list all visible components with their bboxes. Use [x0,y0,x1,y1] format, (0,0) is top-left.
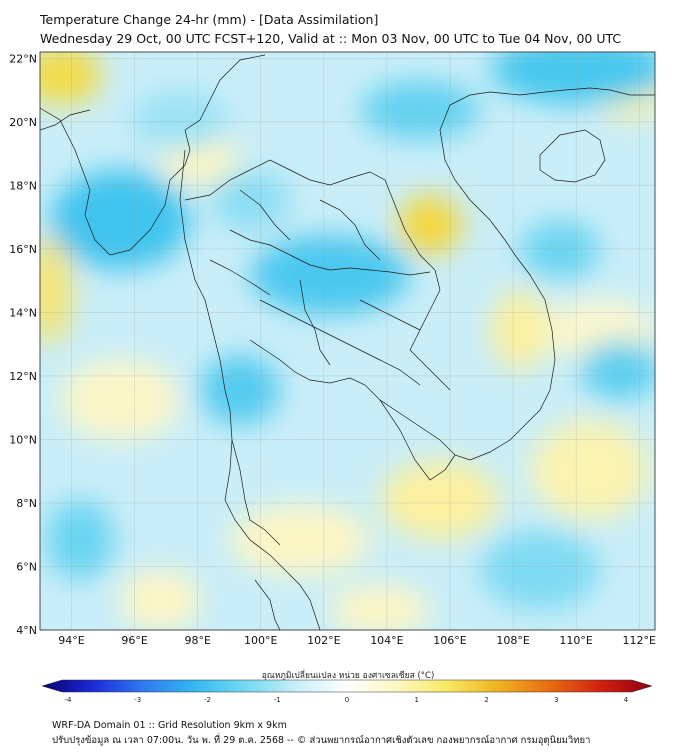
longitude-axis: 94°E 96°E 98°E 100°E 102°E 104°E 106°E 108°E 110… [58,634,656,647]
lat-tick-label: 6°N [16,560,37,573]
lat-tick-label: 16°N [9,243,37,256]
lon-tick-label: 98°E [184,634,210,647]
map-title: Temperature Change 24-hr (mm) - [Data As… [40,12,379,27]
lat-tick-label: 12°N [9,370,37,383]
temperature-field [40,52,655,630]
lon-tick-label: 94°E [58,634,84,647]
plot-frame [39,51,656,631]
lat-tick-label: 14°N [9,306,37,319]
lat-tick-label: 4°N [16,624,37,637]
latitude-axis: 22°N 20°N 18°N 16°N 14°N 12°N 10°N 8°N 6°N 4°N [9,52,37,637]
lat-tick-label: 18°N [9,179,37,192]
colorbar-tick-label: -3 [134,696,141,704]
colorbar [41,679,653,693]
colorbar-tick-label: -2 [204,696,211,704]
lat-tick-label: 8°N [16,497,37,510]
colorbar-tick-label: -1 [274,696,281,704]
lon-tick-label: 110°E [559,634,592,647]
colorbar-tick-label: 3 [554,696,558,704]
colorbar-tick-label: 4 [624,696,629,704]
colorbar-tick-label: -4 [65,696,73,704]
colorbar-tick-label: 2 [484,696,488,704]
model-info: WRF-DA Domain 01 :: Grid Resolution 9km … [52,720,287,731]
lon-tick-label: 106°E [433,634,466,647]
credit-line: ปรับปรุงข้อมูล ณ เวลา 07:00น. วัน พ. ที่… [52,735,591,746]
lon-tick-label: 108°E [496,634,529,647]
lon-tick-label: 100°E [244,634,277,647]
lat-tick-label: 22°N [9,52,37,65]
lat-tick-label: 20°N [9,116,37,129]
lon-tick-label: 112°E [623,634,656,647]
lon-tick-label: 104°E [370,634,403,647]
colorbar-tick-label: 0 [345,696,349,704]
colorbar-label: อุณหภูมิเปลี่ยนแปลง หน่วย องศาเซลเซียส (… [262,669,435,681]
lon-tick-label: 102°E [307,634,340,647]
colorbar-tick-label: 1 [415,696,419,704]
lat-tick-label: 10°N [9,433,37,446]
colorbar-ticks: -4 -3 -2 -1 0 1 2 3 4 [65,696,629,704]
map-subtitle: Wednesday 29 Oct, 00 UTC FCST+120, Valid… [40,31,622,46]
lon-tick-label: 96°E [121,634,147,647]
coastlines-and-borders [40,54,655,630]
